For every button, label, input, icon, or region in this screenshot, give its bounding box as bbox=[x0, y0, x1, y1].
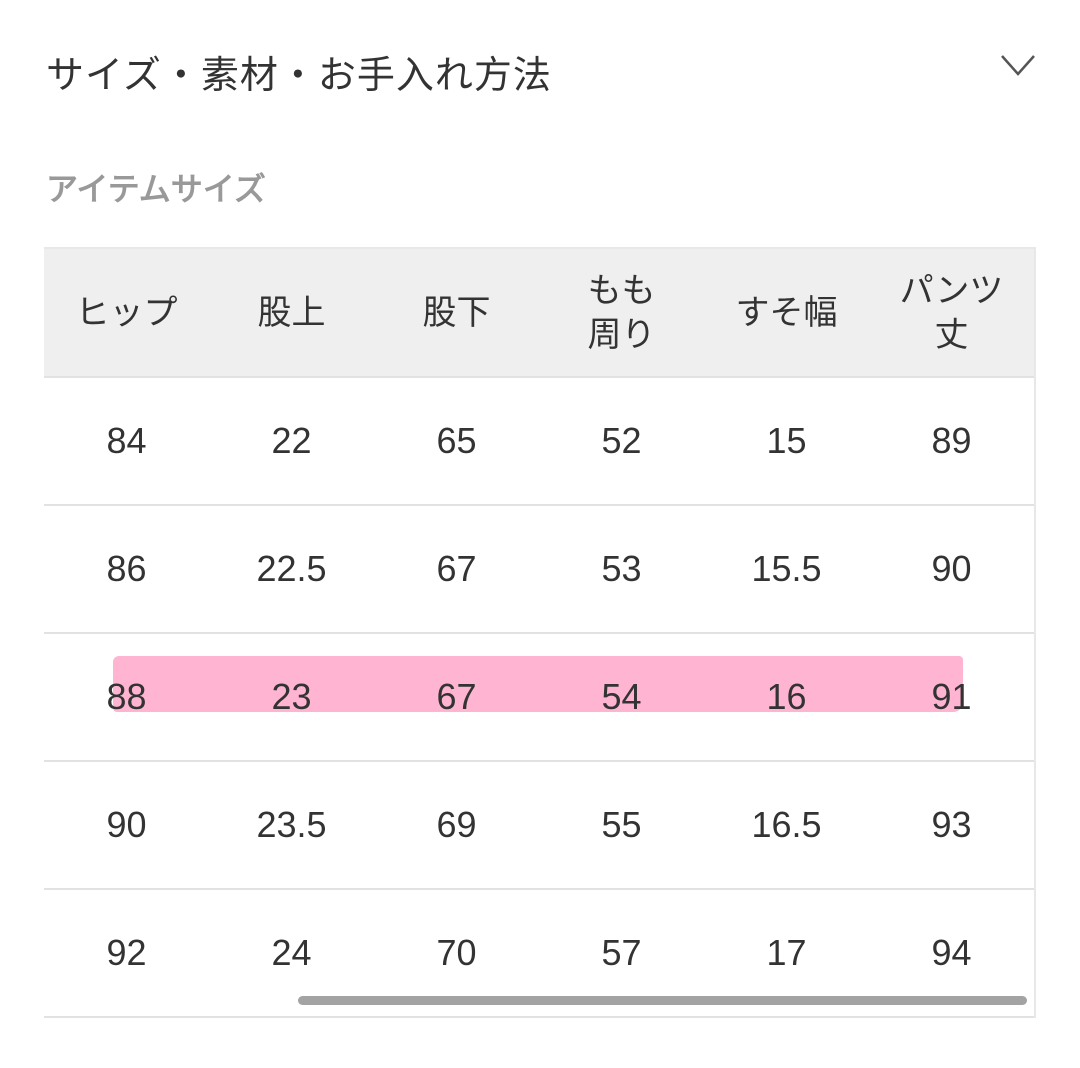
header-cell: 股上 bbox=[257, 293, 326, 332]
table-cell: 94 bbox=[931, 932, 972, 973]
table-cell: 67 bbox=[436, 676, 477, 717]
table-cell: 55 bbox=[601, 804, 642, 845]
table-cell: 89 bbox=[931, 420, 972, 461]
table-cell: 22.5 bbox=[256, 548, 327, 589]
table-cell: 17 bbox=[766, 932, 807, 973]
table-row: 92 24 70 57 17 94 bbox=[44, 890, 1034, 1018]
table-cell: 65 bbox=[436, 420, 477, 461]
table-cell: 52 bbox=[601, 420, 642, 461]
table-header-row: ヒップ 股上 股下 もも 周り すそ幅 パンツ 丈 bbox=[44, 249, 1034, 378]
header-cell: 股下 bbox=[422, 293, 491, 332]
table-cell: 70 bbox=[436, 932, 477, 973]
size-table: ヒップ 股上 股下 もも 周り すそ幅 パンツ 丈 84 22 65 52 15 89 86… bbox=[44, 247, 1036, 1018]
table-cell: 69 bbox=[436, 804, 477, 845]
table-row: 86 22.5 67 53 15.5 90 bbox=[44, 506, 1034, 634]
table-cell: 57 bbox=[601, 932, 642, 973]
table-cell: 15 bbox=[766, 420, 807, 461]
table-cell: 24 bbox=[271, 932, 312, 973]
header-cell: ヒップ bbox=[75, 293, 178, 332]
table-cell: 53 bbox=[601, 548, 642, 589]
table-cell: 23.5 bbox=[256, 804, 327, 845]
table-cell: 16.5 bbox=[751, 804, 822, 845]
table-cell: 91 bbox=[931, 676, 972, 717]
table-cell: 16 bbox=[766, 676, 807, 717]
table-cell: 67 bbox=[436, 548, 477, 589]
highlight-marker bbox=[113, 656, 963, 712]
horizontal-scrollbar[interactable] bbox=[298, 996, 1027, 1005]
header-cell: パンツ 丈 bbox=[899, 271, 1004, 354]
chevron-down-icon[interactable] bbox=[1000, 50, 1036, 80]
table-cell: 86 bbox=[106, 548, 147, 589]
table-cell: 90 bbox=[931, 548, 972, 589]
table-cell: 93 bbox=[931, 804, 972, 845]
table-cell: 23 bbox=[271, 676, 312, 717]
table-cell: 84 bbox=[106, 420, 147, 461]
item-size-heading: アイテムサイズ bbox=[46, 171, 266, 207]
table-row: 88 23 67 54 16 91 bbox=[44, 634, 1034, 762]
table-cell: 54 bbox=[601, 676, 642, 717]
table-cell: 88 bbox=[106, 676, 147, 717]
table-cell: 90 bbox=[106, 804, 147, 845]
header-cell: もも 周り bbox=[587, 271, 656, 354]
table-cell: 22 bbox=[271, 420, 312, 461]
section-title: サイズ・素材・お手入れ方法 bbox=[46, 55, 552, 97]
table-row: 90 23.5 69 55 16.5 93 bbox=[44, 762, 1034, 890]
table-cell: 92 bbox=[106, 932, 147, 973]
header-cell: すそ幅 bbox=[735, 293, 838, 332]
table-row: 84 22 65 52 15 89 bbox=[44, 378, 1034, 506]
table-cell: 15.5 bbox=[751, 548, 822, 589]
